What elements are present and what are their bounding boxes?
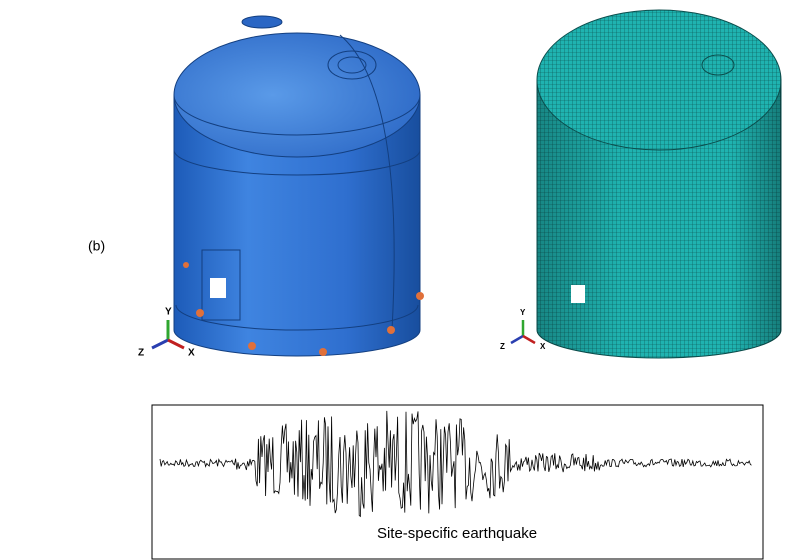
axis-label: Z <box>500 342 505 351</box>
axis-label: Y <box>520 308 526 317</box>
figure: (b) Y Z X Y Z X S <box>0 0 793 560</box>
waveform-caption: Site-specific earthquake <box>377 525 537 542</box>
axis-label: Y <box>165 307 172 318</box>
axis-label: Z <box>138 348 144 359</box>
meshed-tank <box>537 10 781 358</box>
solid-tank <box>174 16 424 356</box>
axis-label: X <box>188 348 195 359</box>
panel-label: (b) <box>88 238 105 254</box>
axis-label: X <box>540 342 546 351</box>
